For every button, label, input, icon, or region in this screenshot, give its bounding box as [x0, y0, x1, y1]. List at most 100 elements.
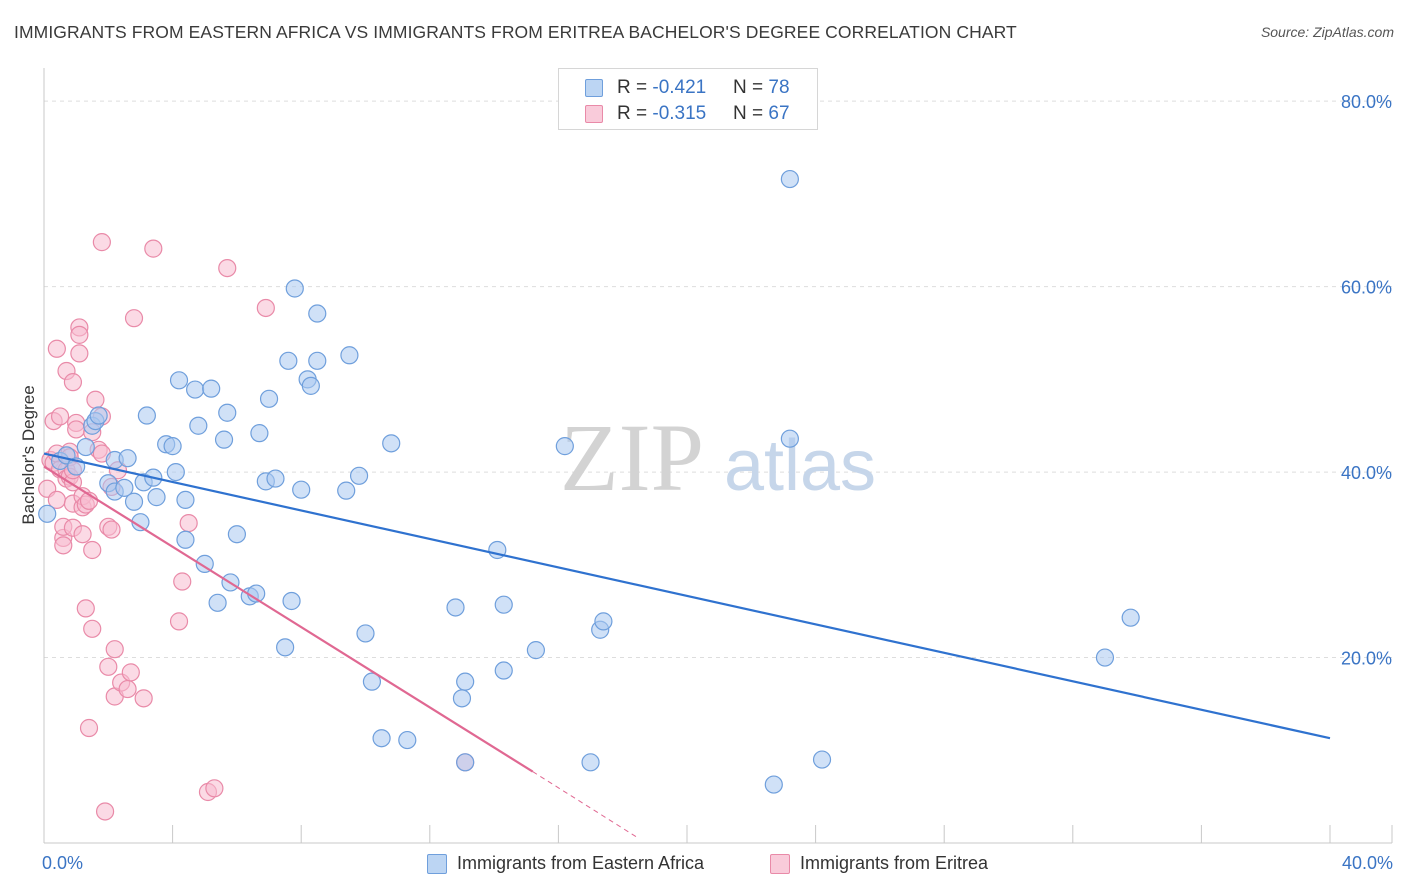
legend-r: R = -0.315: [617, 103, 707, 124]
data-point: [166, 462, 185, 482]
legend-swatch-pink: [770, 854, 790, 874]
data-point: [118, 449, 137, 468]
data-point: [780, 429, 799, 448]
data-point: [594, 612, 613, 631]
data-point: [137, 406, 156, 425]
data-point: [47, 339, 66, 358]
data-point: [285, 279, 304, 298]
x-tick-label: 0.0%: [42, 853, 83, 873]
correlation-legend: R = -0.421 N = 78 R = -0.315 N = 67: [558, 68, 818, 130]
y-tick-label: 20.0%: [1341, 649, 1392, 669]
data-point: [279, 351, 298, 370]
data-point: [102, 520, 121, 539]
data-point: [308, 304, 327, 323]
legend-label: Immigrants from Eastern Africa: [457, 853, 705, 873]
data-point: [382, 434, 401, 453]
data-point: [764, 775, 783, 794]
data-point: [337, 481, 356, 500]
data-point: [301, 376, 320, 395]
trend-lines: [43, 452, 1331, 839]
series-legend: Immigrants from Eastern Africa Immigrant…: [0, 852, 1406, 878]
data-point: [208, 593, 227, 612]
data-point: [446, 598, 465, 617]
data-point: [105, 640, 124, 659]
data-point: [205, 779, 224, 798]
data-point: [63, 373, 83, 392]
data-point: [349, 466, 369, 485]
data-point: [812, 750, 832, 769]
data-point: [124, 309, 144, 328]
data-point: [494, 661, 513, 680]
data-point: [398, 730, 417, 750]
x-tick-labels: 0.0% 40.0%: [42, 853, 1393, 873]
y-axis-label: Bachelor's Degree: [19, 385, 38, 524]
data-point: [308, 351, 327, 370]
data-point: [292, 480, 311, 499]
data-point: [147, 488, 166, 507]
legend-n: N = 78: [733, 77, 790, 98]
y-tick-label: 80.0%: [1341, 92, 1392, 112]
data-point: [250, 424, 269, 443]
data-point: [86, 390, 105, 409]
data-point: [456, 753, 475, 772]
trend-line-eritrea: [43, 465, 534, 773]
y-tick-labels: 20.0% 40.0% 60.0% 80.0%: [1341, 92, 1392, 668]
trend-line-eastern-africa: [43, 452, 1331, 740]
watermark-zip: ZIP: [560, 404, 704, 511]
data-point: [92, 233, 111, 252]
data-point: [83, 540, 102, 560]
data-point: [581, 753, 600, 772]
data-point: [202, 379, 221, 398]
data-point: [176, 530, 195, 549]
data-point: [494, 595, 513, 614]
y-tick-label: 60.0%: [1341, 278, 1392, 298]
data-point: [121, 663, 140, 682]
data-point: [555, 437, 574, 456]
data-point: [218, 258, 237, 278]
data-point: [83, 619, 102, 638]
legend-label: Immigrants from Eritrea: [800, 853, 989, 873]
data-point: [73, 525, 92, 544]
data-point: [186, 380, 205, 399]
data-point: [456, 672, 475, 691]
data-point: [89, 406, 108, 425]
data-point: [259, 389, 279, 408]
legend-swatch-pink: [585, 105, 603, 123]
data-point: [38, 504, 57, 523]
source-credit: Source: ZipAtlas.com: [1260, 24, 1394, 40]
data-point: [173, 572, 192, 591]
data-point: [118, 679, 137, 699]
legend-n: N = 67: [733, 103, 790, 124]
data-point: [189, 416, 208, 435]
axes: [43, 68, 1393, 844]
legend-row-eritrea: R = -0.315 N = 67: [559, 101, 817, 127]
data-point: [266, 469, 285, 488]
y-tick-label: 40.0%: [1341, 463, 1392, 483]
data-point: [179, 513, 198, 533]
data-point: [169, 612, 189, 631]
data-point: [67, 420, 86, 439]
data-point: [99, 657, 118, 676]
data-point: [282, 591, 301, 611]
data-point: [76, 599, 95, 618]
data-point: [214, 430, 234, 449]
legend-r: R = -0.421: [617, 77, 707, 98]
watermark-atlas: atlas: [724, 426, 876, 506]
data-point: [227, 525, 246, 544]
data-point: [218, 403, 237, 422]
legend-swatch-blue: [585, 79, 603, 97]
data-point: [372, 729, 391, 748]
chart-title: IMMIGRANTS FROM EASTERN AFRICA VS IMMIGR…: [14, 22, 1017, 42]
watermark: ZIP atlas: [560, 404, 876, 511]
data-point: [256, 298, 275, 318]
data-point: [115, 478, 134, 497]
data-point: [340, 346, 359, 365]
data-point: [134, 689, 153, 708]
data-point: [79, 718, 99, 738]
data-point: [195, 554, 214, 573]
data-point: [124, 492, 144, 511]
data-point: [54, 536, 73, 555]
data-point: [176, 490, 195, 510]
data-point: [95, 802, 115, 821]
